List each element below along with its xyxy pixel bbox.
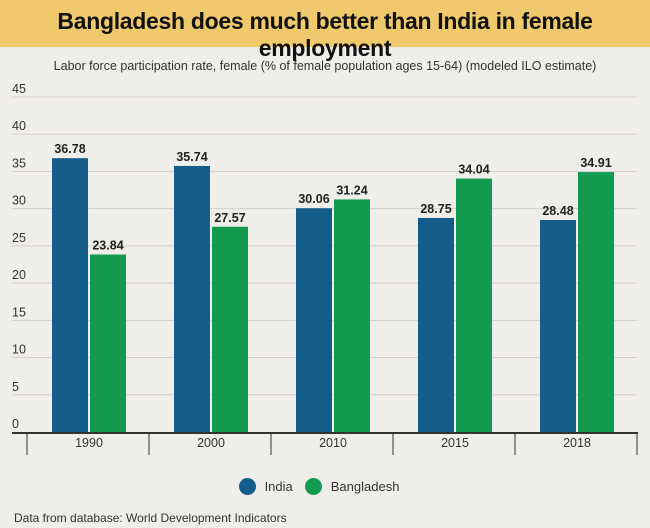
- x-tick-label: 2015: [441, 436, 469, 450]
- legend-label-india: India: [264, 479, 293, 494]
- bar-india: [540, 219, 576, 432]
- legend-item-india[interactable]: India: [238, 478, 293, 495]
- y-tick-label: 25: [12, 231, 26, 245]
- y-tick-label: 20: [12, 268, 26, 282]
- data-label: 23.84: [92, 239, 123, 253]
- bar-india: [174, 165, 210, 433]
- data-label: 30.06: [298, 192, 329, 206]
- data-label: 28.75: [420, 202, 451, 216]
- india-swatch-icon: [238, 478, 256, 495]
- bar-india: [296, 208, 332, 432]
- x-tick-label: 2010: [319, 436, 347, 450]
- data-label: 35.74: [176, 150, 207, 164]
- bar-bangladesh: [578, 172, 614, 432]
- y-tick-label: 15: [12, 305, 26, 319]
- source-note: Data from database: World Development In…: [14, 511, 287, 525]
- bar-bangladesh: [90, 254, 126, 432]
- y-tick-label: 45: [12, 82, 26, 96]
- legend: India Bangladesh: [0, 478, 650, 495]
- y-tick-label: 40: [12, 119, 26, 133]
- chart-title: Bangladesh does much better than India i…: [57, 8, 593, 61]
- bar-bangladesh: [334, 199, 370, 432]
- y-tick-label: 30: [12, 194, 26, 208]
- x-tick-label: 2000: [197, 436, 225, 450]
- x-tick-label: 1990: [75, 436, 103, 450]
- bar-india: [418, 217, 454, 432]
- y-tick-label: 10: [12, 343, 26, 357]
- y-tick-label: 5: [12, 380, 19, 394]
- data-label: 34.91: [580, 156, 611, 170]
- data-label: 31.24: [336, 183, 367, 197]
- legend-label-bangladesh: Bangladesh: [330, 479, 400, 494]
- bar-bangladesh: [212, 226, 248, 432]
- data-label: 27.57: [214, 211, 245, 225]
- data-label: 28.48: [542, 204, 573, 218]
- title-band: [0, 0, 650, 47]
- y-tick-label: 0: [12, 417, 19, 431]
- bangladesh-swatch-icon: [304, 478, 322, 495]
- bar-india: [52, 158, 88, 432]
- bar-bangladesh: [456, 178, 492, 432]
- chart-subtitle: Labor force participation rate, female (…: [53, 59, 597, 73]
- data-label: 36.78: [54, 142, 85, 156]
- x-tick-label: 2018: [563, 436, 591, 450]
- y-tick-label: 35: [12, 156, 26, 170]
- legend-item-bangladesh[interactable]: Bangladesh: [304, 478, 400, 495]
- data-label: 34.04: [458, 163, 489, 177]
